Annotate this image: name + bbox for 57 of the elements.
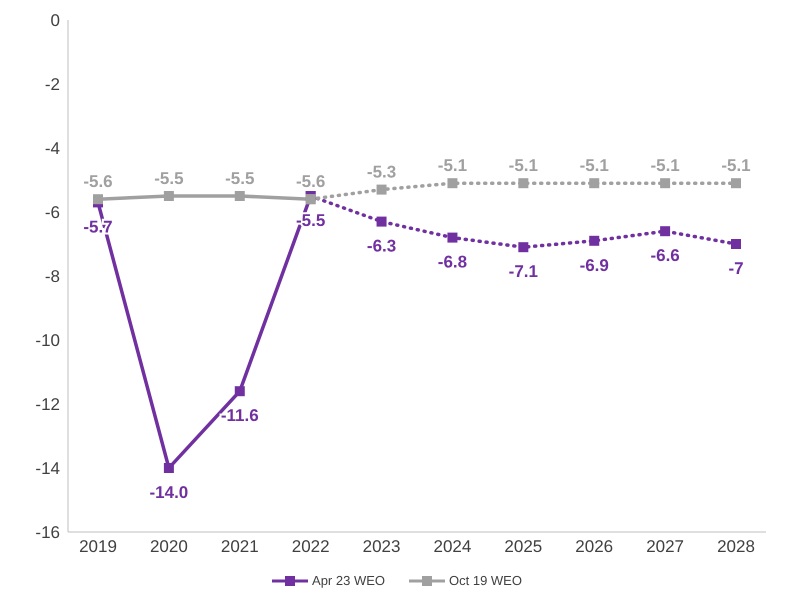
- data-label: -5.1: [438, 156, 468, 176]
- y-tick-label: -14: [35, 459, 60, 478]
- y-tick-label: -16: [35, 523, 60, 542]
- x-tick-label: 2021: [220, 537, 259, 556]
- data-label: -5.5: [154, 169, 184, 188]
- y-tick-label: -2: [44, 75, 60, 94]
- y-tick-label: -6: [44, 203, 60, 222]
- x-tick-label: 2019: [79, 537, 117, 556]
- legend-label: Oct 19 WEO: [449, 573, 522, 588]
- y-tick-label: -12: [35, 395, 60, 414]
- data-label: -6.6: [650, 246, 680, 266]
- x-tick-label: 2027: [646, 537, 684, 556]
- data-label: -5.1: [508, 156, 538, 176]
- x-tick-label: 2022: [292, 537, 330, 556]
- x-tick-label: 2020: [150, 537, 188, 556]
- y-tick-label: -8: [44, 267, 60, 286]
- data-label: -5.1: [721, 156, 751, 176]
- point: [306, 194, 316, 204]
- data-label: -5.6: [296, 172, 326, 192]
- data-label: -6.3: [366, 236, 396, 256]
- point: [589, 236, 600, 246]
- point: [731, 239, 741, 249]
- data-label: -5.1: [580, 156, 609, 176]
- x-tick-label: 2025: [504, 537, 542, 556]
- point: [164, 463, 174, 473]
- point: [660, 226, 670, 236]
- point: [447, 178, 458, 188]
- data-label: -7.1: [508, 262, 538, 282]
- x-tick-label: 2028: [717, 537, 755, 556]
- point: [376, 184, 387, 195]
- point: [234, 191, 245, 201]
- point: [518, 178, 528, 188]
- x-tick-label: 2024: [434, 537, 472, 556]
- point: [93, 194, 103, 204]
- data-label: -5.6: [83, 172, 113, 192]
- point: [660, 178, 670, 188]
- y-tick-label: 0: [50, 11, 60, 30]
- y-tick-label: -10: [35, 331, 60, 350]
- y-tick-label: -4: [44, 139, 60, 158]
- data-label: -6.8: [438, 252, 468, 272]
- point: [518, 242, 528, 252]
- point: [234, 386, 245, 396]
- x-tick-label: 2026: [575, 537, 614, 556]
- point: [376, 216, 387, 227]
- point: [164, 191, 174, 201]
- data-label: -5.5: [225, 169, 254, 188]
- data-label: -5.3: [366, 162, 396, 182]
- data-label: -6.9: [580, 256, 609, 275]
- point: [731, 178, 741, 188]
- data-label: -5.1: [650, 156, 680, 176]
- legend-label: Apr 23 WEO: [312, 573, 385, 588]
- data-label: -7: [728, 259, 744, 278]
- point: [447, 232, 458, 243]
- data-label: -11.6: [220, 406, 259, 426]
- point: [589, 178, 600, 188]
- x-tick-label: 2023: [362, 537, 400, 556]
- data-label: -14.0: [150, 483, 188, 502]
